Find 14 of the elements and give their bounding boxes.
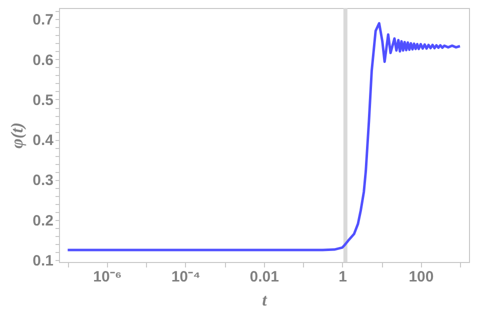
y-axis-title: φ(t) bbox=[8, 122, 27, 148]
y-tick-label: 0.1 bbox=[32, 252, 54, 270]
y-tick-label: 0.7 bbox=[32, 12, 54, 29]
x-tick-label: 10⁻⁶ bbox=[93, 268, 122, 286]
x-tick-label: 0.01 bbox=[250, 268, 279, 286]
x-tick-label: 10⁻⁴ bbox=[171, 268, 200, 286]
y-tick-label: 0.3 bbox=[32, 172, 54, 190]
x-tick-label: 1 bbox=[338, 268, 347, 286]
y-tick-label: 0.4 bbox=[32, 132, 54, 150]
x-tick-label: 100 bbox=[408, 268, 434, 286]
y-tick-label: 0.2 bbox=[32, 212, 54, 230]
y-tick-label: 0.6 bbox=[32, 52, 54, 69]
y-tick-label: 0.5 bbox=[32, 92, 54, 109]
x-axis-title: t bbox=[262, 290, 268, 310]
